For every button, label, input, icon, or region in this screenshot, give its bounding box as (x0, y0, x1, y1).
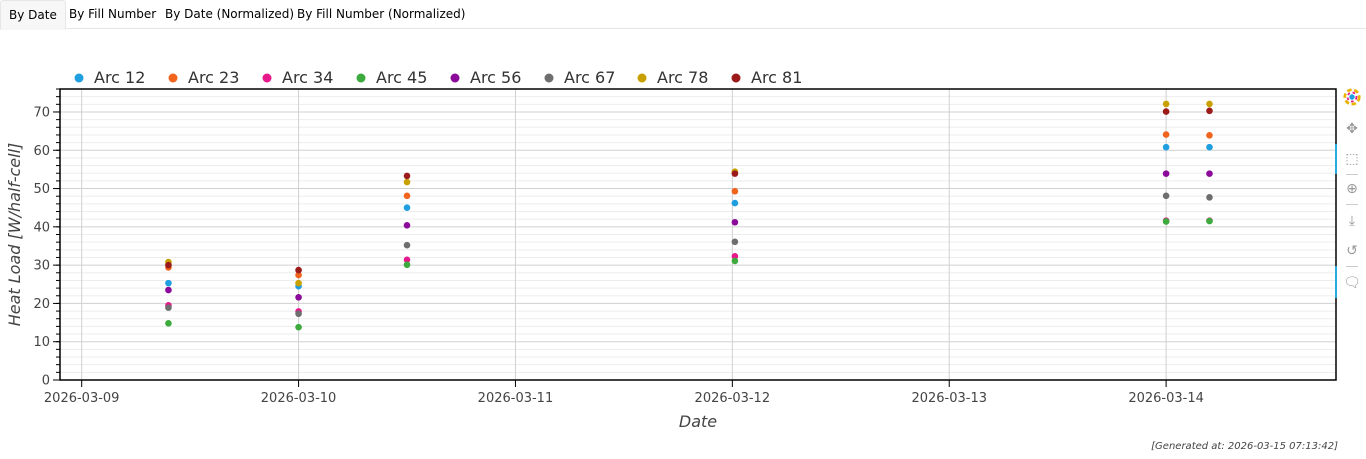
data-point[interactable] (295, 293, 302, 301)
tab-bar: By Date By Fill Number By Date (Normaliz… (0, 0, 1366, 30)
legend-label: Arc 34 (282, 68, 333, 87)
tab-by-date-normalized[interactable]: By Date (Normalized) (165, 7, 295, 21)
tab-by-fill-number[interactable]: By Fill Number (69, 7, 157, 21)
y-tick-label: 70 (33, 105, 50, 120)
toolbar-separator (1346, 266, 1358, 267)
data-point[interactable] (165, 304, 172, 311)
legend-marker (731, 73, 741, 83)
reset-icon[interactable]: ↺ (1346, 243, 1358, 259)
legend-marker (637, 73, 647, 83)
y-tick-label: 60 (33, 144, 50, 159)
box-zoom-icon[interactable]: ⬚ (1345, 151, 1359, 167)
toolbar-separator (1346, 204, 1358, 205)
data-point[interactable] (295, 279, 302, 287)
legend-label: Arc 45 (376, 68, 427, 87)
data-point[interactable] (295, 266, 302, 274)
bokeh-logo-icon[interactable] (1343, 88, 1361, 106)
legend-label: Arc 56 (470, 68, 521, 87)
legend-label: Arc 23 (188, 68, 239, 87)
data-point[interactable] (731, 218, 739, 226)
legend-marker (168, 73, 178, 83)
data-point[interactable] (295, 271, 302, 279)
data-point[interactable] (1162, 170, 1170, 177)
save-icon[interactable]: ⤓ (1348, 213, 1356, 229)
data-point[interactable] (165, 279, 172, 287)
y-tick-label: 50 (33, 182, 50, 197)
data-point[interactable] (403, 241, 411, 249)
legend-marker (544, 73, 554, 83)
major-grid (60, 89, 1336, 381)
data-point[interactable] (1206, 100, 1213, 108)
data-point[interactable] (1206, 132, 1213, 139)
toolbar-separator (1346, 174, 1358, 175)
hover-icon[interactable]: 🗨 (1343, 275, 1361, 291)
data-point[interactable] (165, 320, 172, 327)
data-points (165, 100, 1213, 331)
legend-label: Arc 78 (657, 68, 708, 87)
y-tick-label: 0 (42, 374, 50, 389)
data-point[interactable] (731, 199, 739, 207)
x-tick-label: 2026-03-13 (911, 391, 987, 406)
data-point[interactable] (731, 170, 739, 177)
data-point[interactable] (731, 238, 739, 246)
data-point[interactable] (295, 323, 302, 331)
legend-marker (262, 73, 272, 83)
data-point[interactable] (165, 261, 172, 269)
tab-by-fill-number-normalized[interactable]: By Fill Number (Normalized) (297, 7, 466, 21)
y-tick-label: 20 (33, 297, 50, 312)
data-point[interactable] (403, 256, 411, 264)
data-point[interactable] (731, 253, 739, 260)
legend-label: Arc 81 (751, 68, 802, 87)
data-point[interactable] (403, 192, 411, 200)
x-axis: 2026-03-09 2026-03-10 2026-03-11 2026-03-12… (44, 380, 1204, 406)
data-point[interactable] (731, 257, 739, 265)
generated-timestamp: [Generated at: 2026-03-15 07:13:42] (1151, 441, 1338, 452)
x-tick-label: 2026-03-14 (1128, 391, 1204, 406)
y-tick-label: 10 (33, 335, 50, 350)
data-point[interactable] (165, 286, 172, 294)
tab-by-date[interactable]: By Date (0, 0, 66, 30)
legend-marker (450, 73, 460, 83)
data-point[interactable] (403, 222, 411, 229)
data-point[interactable] (1162, 100, 1170, 108)
chart-toolbar: ✥ ⬚ ⊕ ⤓ ↺ 🗨 (1335, 88, 1364, 308)
data-point[interactable] (403, 204, 411, 211)
x-tick-label: 2026-03-12 (695, 391, 771, 406)
minor-grid (60, 88, 1336, 373)
data-point[interactable] (403, 261, 411, 269)
data-point[interactable] (731, 187, 739, 195)
data-point[interactable] (1206, 107, 1213, 115)
legend-label: Arc 67 (564, 68, 615, 87)
data-point[interactable] (1162, 192, 1170, 200)
data-point[interactable] (403, 172, 411, 180)
pan-icon[interactable]: ✥ (1346, 121, 1358, 137)
data-point[interactable] (1206, 217, 1213, 225)
y-axis: 0 10 20 30 40 50 60 70 (33, 88, 60, 389)
data-point[interactable] (1162, 131, 1170, 138)
pan-active-indicator (1335, 144, 1337, 174)
data-point[interactable] (1206, 194, 1213, 201)
wheel-zoom-icon[interactable]: ⊕ (1346, 181, 1358, 197)
data-point[interactable] (1162, 218, 1170, 225)
x-tick-label: 2026-03-09 (44, 391, 120, 406)
data-point[interactable] (1206, 143, 1213, 151)
legend-marker (74, 73, 84, 83)
y-axis-title: Heat Load [W/half-cell] (5, 143, 24, 327)
data-point[interactable] (295, 310, 302, 318)
hover-active-indicator (1335, 266, 1337, 298)
y-tick-label: 30 (33, 259, 50, 274)
x-tick-label: 2026-03-11 (478, 391, 554, 406)
data-point[interactable] (1206, 170, 1213, 177)
legend: Arc 12 Arc 23 Arc 34 Arc 45 Arc 56 Arc 67 Arc … (74, 68, 802, 87)
x-tick-label: 2026-03-10 (261, 391, 337, 406)
data-point[interactable] (1162, 143, 1170, 151)
legend-label: Arc 12 (94, 68, 145, 87)
data-point[interactable] (403, 178, 411, 186)
y-tick-label: 40 (33, 220, 50, 235)
legend-marker (356, 73, 366, 83)
data-point[interactable] (1162, 108, 1170, 115)
x-axis-title: Date (679, 412, 717, 431)
